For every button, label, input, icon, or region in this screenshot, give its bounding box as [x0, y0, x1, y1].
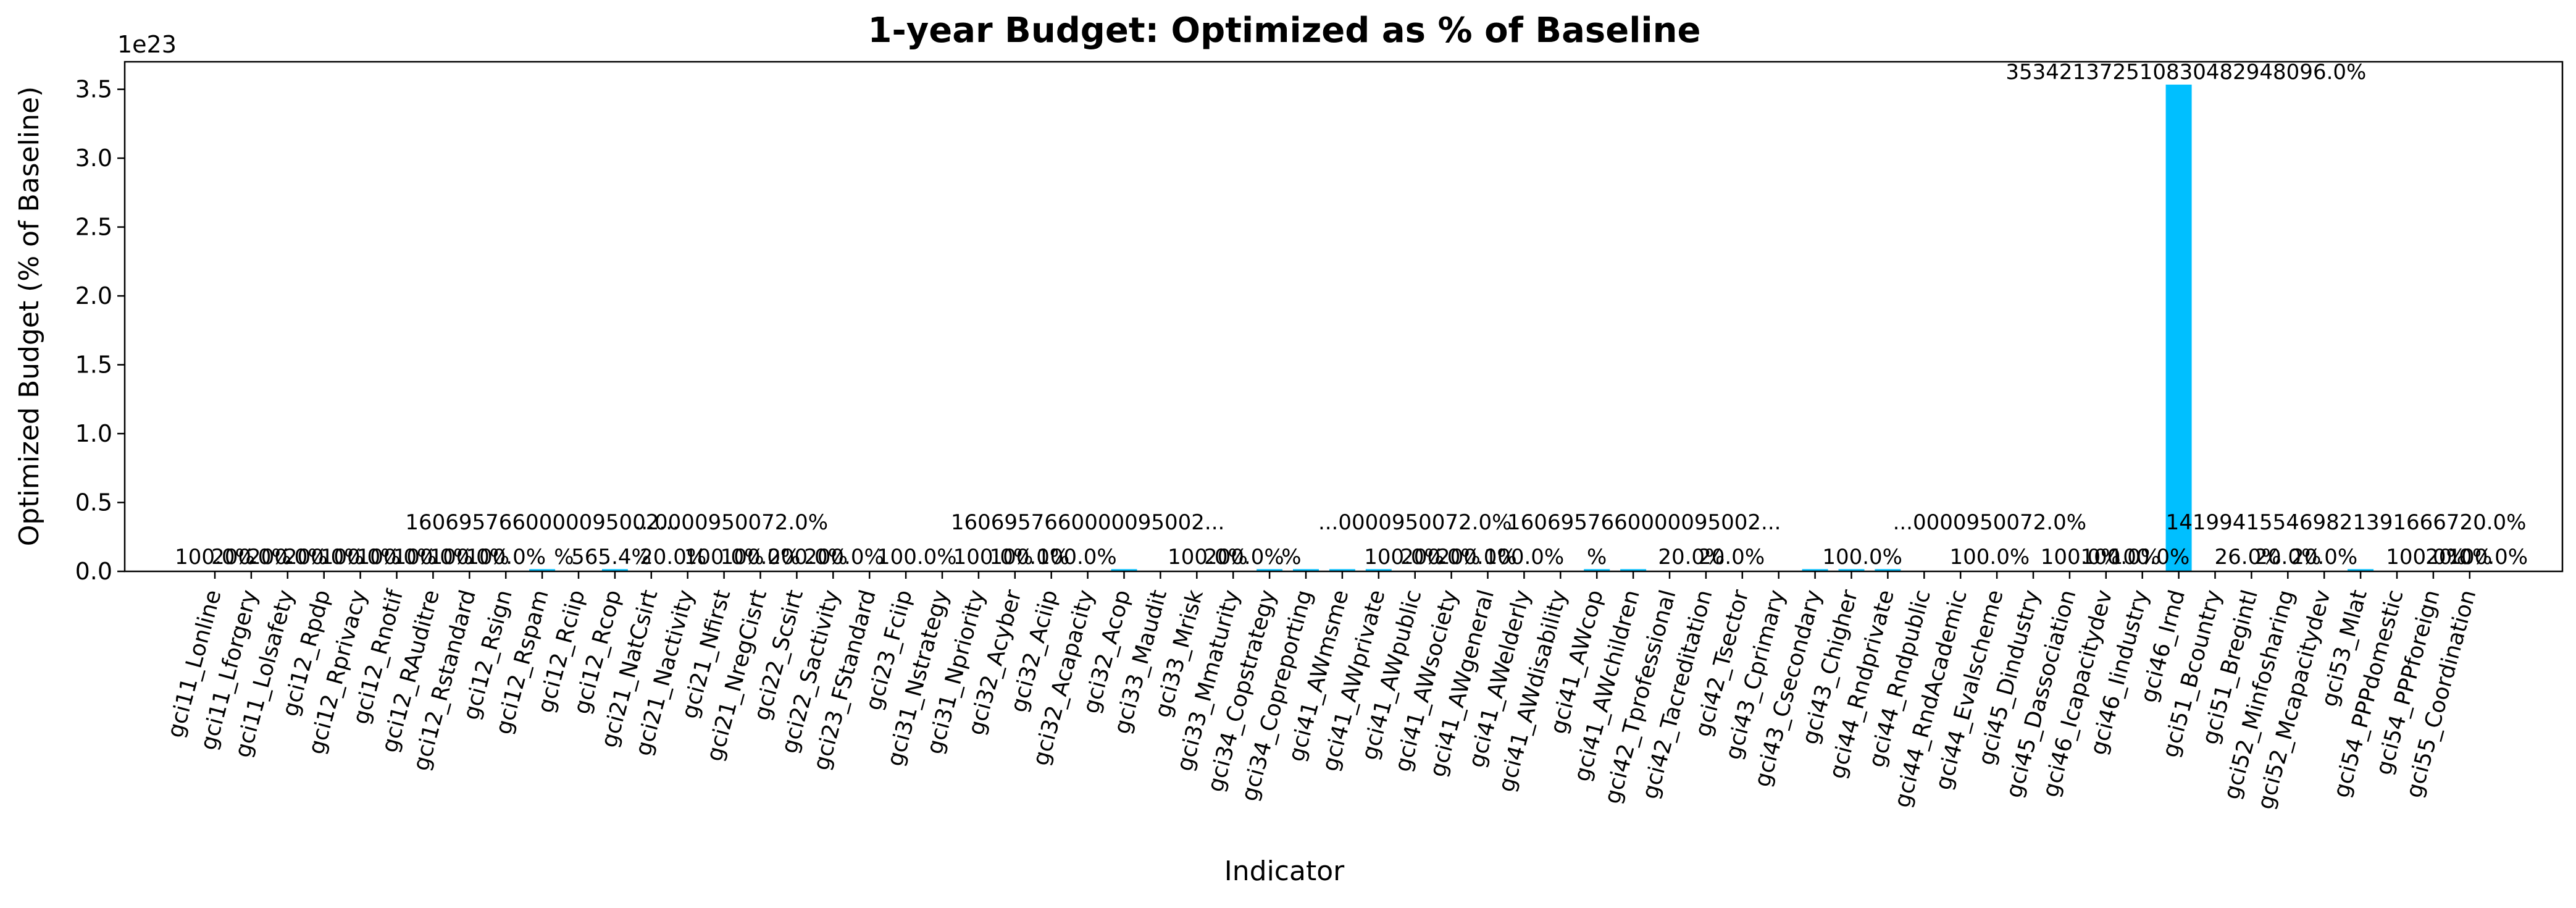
bar-value-label: 20.0%	[2254, 545, 2321, 570]
bar-value-label: ...0000950072.0%	[1318, 510, 1512, 535]
bar	[1329, 569, 1355, 571]
bar-value-label: 100.0%	[429, 545, 509, 570]
bar-value-label: 100.0%	[1364, 545, 1444, 570]
bar-value-label: 200.0%	[248, 545, 328, 570]
bar-value-label: 200.0%	[1204, 545, 1284, 570]
y-tick-label: 2.0	[75, 282, 112, 309]
bar-value-label: 26.0%	[2215, 545, 2281, 570]
bar-value-label: 100.0%	[953, 545, 1034, 570]
bar-value-label: 100.0%	[877, 545, 957, 570]
bar-value-label: 100.0%	[2110, 545, 2190, 570]
bar-value-label: 100.0%	[320, 545, 401, 570]
bar	[529, 569, 556, 571]
bar-value-label: %	[1281, 545, 1301, 570]
x-axis-ticks: gci11_Lonlinegci11_Lforgerygci11_Lolsafe…	[162, 571, 2481, 812]
bar-value-label: 100.0%	[2448, 545, 2528, 570]
bar-value-label: 20.0%	[2425, 545, 2492, 570]
bar-value-label: 200.0%	[767, 545, 848, 570]
bar-value-label: 200.0%	[211, 545, 291, 570]
bar-value-label: 1606957660000095002...	[405, 510, 679, 535]
bar-value-label: 200.0%	[284, 545, 364, 570]
bar-value-label: 20.0%	[2291, 545, 2357, 570]
bar-value-label: 100.0%	[2041, 545, 2121, 570]
y-tick-label: 3.0	[75, 145, 112, 172]
bar	[1111, 569, 1137, 571]
y-tick-label: 3.5	[75, 76, 112, 103]
bar	[1802, 569, 1828, 571]
bar-value-label: 100.0%	[1037, 545, 1117, 570]
y-axis-ticks: 0.0 0.5 1.0 1.5 2.0 2.5 3.0 3.5	[75, 76, 125, 585]
bar-value-label: 100.0%	[1822, 545, 1902, 570]
y-tick-label: 0.5	[75, 489, 112, 516]
bar-series	[529, 84, 2374, 571]
bar-value-label: 100.0%	[175, 545, 255, 570]
y-tick-label: 2.5	[75, 214, 112, 241]
bar-value-label: %	[1587, 545, 1607, 570]
chart-title: 1-year Budget: Optimized as % of Baselin…	[868, 11, 1701, 51]
bar	[1257, 569, 1283, 571]
bar	[1293, 569, 1319, 571]
bar	[1620, 569, 1647, 571]
bar-value-label: 100.0%	[2081, 545, 2161, 570]
bar-value-label: ...0000950072.0%	[1893, 510, 2087, 535]
bar-value-label: 200.0%	[1400, 545, 1481, 570]
bar-value-label: 100.0%	[466, 545, 546, 570]
bar-value-label: 100.0%	[1484, 545, 1565, 570]
bar-value-label: 100.0%	[1949, 545, 2030, 570]
bar	[2165, 84, 2192, 571]
bar-value-label: 100.0%	[721, 545, 801, 570]
bar-value-label: 100.0%	[1168, 545, 1248, 570]
bar-value-label: %	[554, 545, 574, 570]
bar-value-labels: 100.0%200.0%200.0%200.0%100.0%100.0%100.…	[175, 60, 2528, 570]
bar-value-label: 353421372510830482948096.0%	[2005, 60, 2366, 85]
bar-value-label: 100.0%	[393, 545, 474, 570]
bar-value-label: 1606957660000095002...	[1507, 510, 1781, 535]
bar-value-label: 565.4%	[571, 545, 651, 570]
x-axis-label: Indicator	[1224, 855, 1345, 887]
y-tick-label: 1.5	[75, 351, 112, 379]
bar	[601, 569, 628, 571]
bar	[1875, 569, 1901, 571]
y-axis-label: Optimized Budget (% of Baseline)	[14, 86, 45, 547]
bar-value-label: 100.0%	[357, 545, 437, 570]
bar-value-label: 100.0%	[684, 545, 764, 570]
bar-value-label: 141994155469821391666720.0%	[2166, 510, 2527, 535]
y-tick-label: 0.0	[75, 558, 112, 585]
bar	[1838, 569, 1865, 571]
bar-value-label: 200.0%	[1437, 545, 1517, 570]
bar-value-label: ...0000950072.0%	[635, 510, 829, 535]
bar	[1365, 569, 1392, 571]
bar-value-label: 100.0%	[990, 545, 1070, 570]
y-multiplier: 1e23	[117, 31, 177, 58]
y-tick-label: 1.0	[75, 420, 112, 447]
bar-value-label: 20.0%	[1698, 545, 1765, 570]
bar-value-label: 1606957660000095002...	[951, 510, 1224, 535]
bar-value-label: 20.0%	[640, 545, 706, 570]
bar-value-label: 100.0%	[2386, 545, 2466, 570]
bar	[1584, 569, 1610, 571]
bar	[2348, 569, 2374, 571]
bar-value-label: 200.0%	[804, 545, 884, 570]
plot-frame	[123, 61, 2564, 573]
bar-value-label: 20.0%	[1658, 545, 1725, 570]
